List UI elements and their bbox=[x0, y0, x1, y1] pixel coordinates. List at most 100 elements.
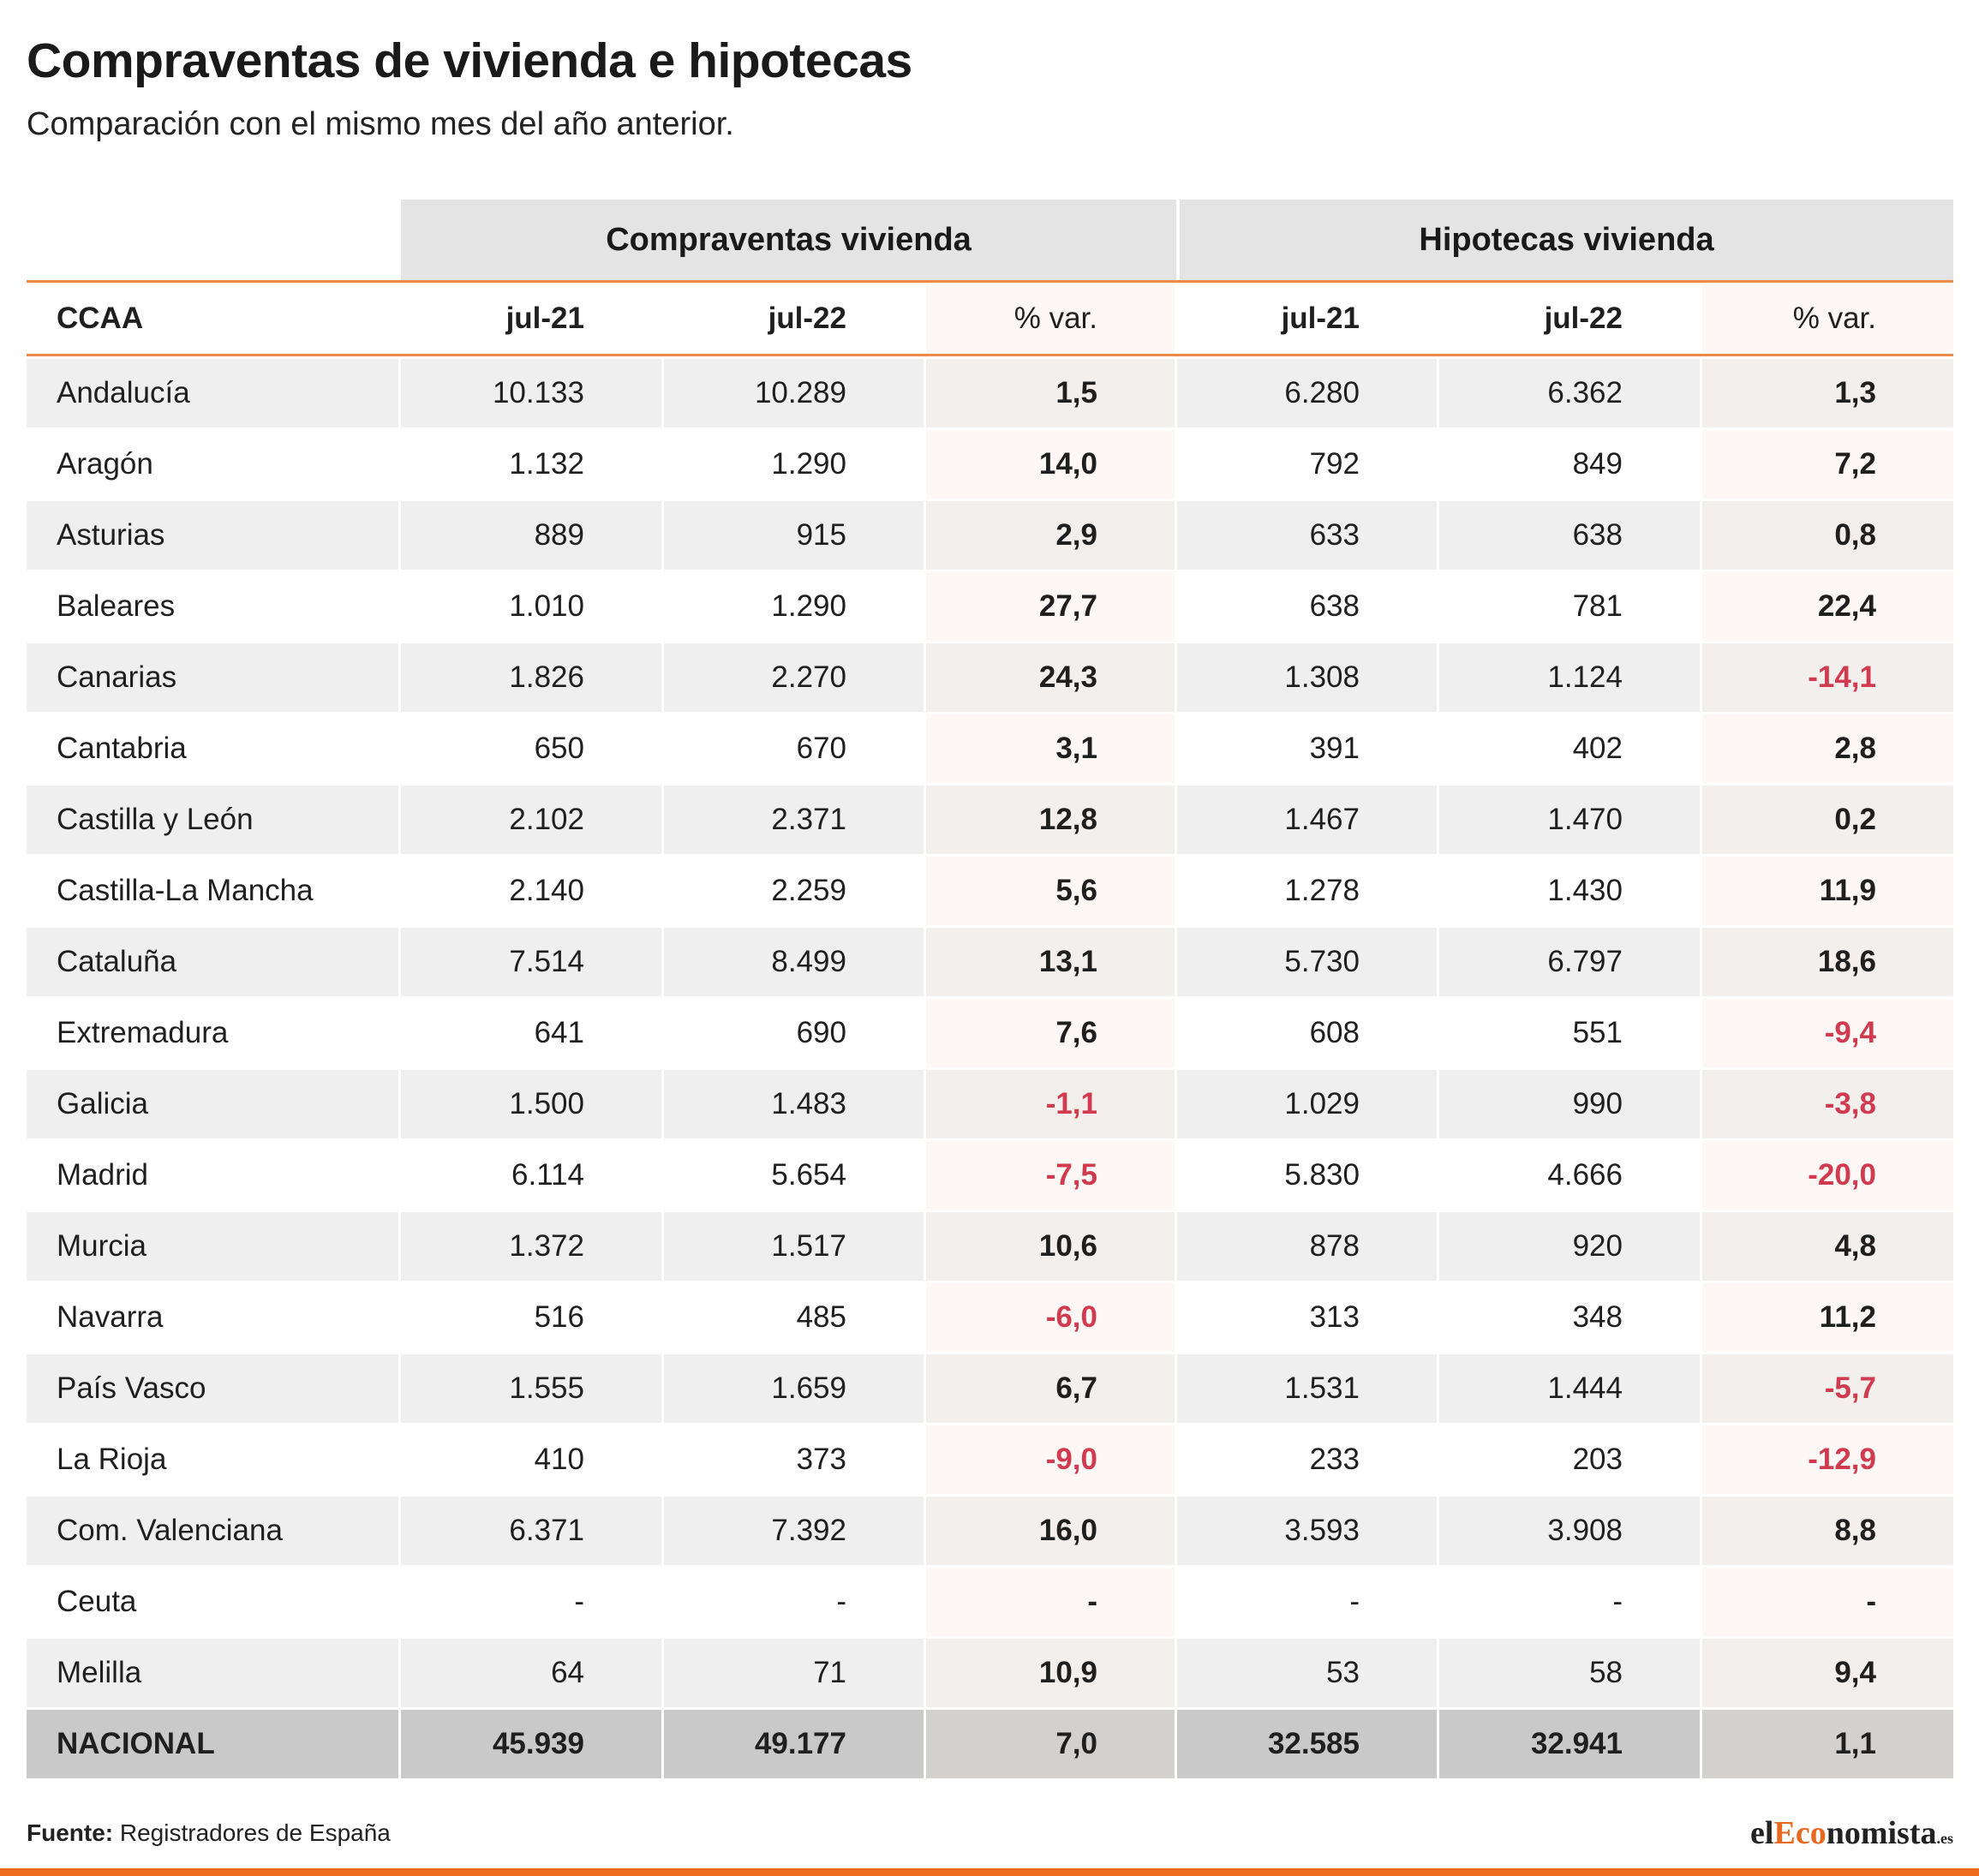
cell-h-var: 11,9 bbox=[1702, 857, 1953, 925]
cell-ccaa: Baleares bbox=[27, 572, 401, 641]
cell-c-jul22: 5.654 bbox=[664, 1141, 926, 1210]
cell-ccaa: Navarra bbox=[27, 1283, 401, 1352]
table-row: Melilla 64 71 10,9 53 58 9,4 bbox=[27, 1639, 1953, 1707]
table-row: País Vasco 1.555 1.659 6,7 1.531 1.444 -5,7 bbox=[27, 1354, 1953, 1423]
cell-h-jul21: 608 bbox=[1177, 999, 1439, 1067]
column-header-c-jul21: jul-21 bbox=[401, 283, 664, 354]
table-row: Cataluña 7.514 8.499 13,1 5.730 6.797 18,6 bbox=[27, 928, 1953, 996]
cell-c-var: 16,0 bbox=[926, 1497, 1177, 1565]
bottom-brand-bar bbox=[0, 1868, 1979, 1876]
table-row: Extremadura 641 690 7,6 608 551 -9,4 bbox=[27, 999, 1953, 1067]
cell-c-jul22: 1.483 bbox=[664, 1070, 926, 1138]
cell-c-jul21: 1.826 bbox=[401, 643, 664, 712]
cell-h-var: -14,1 bbox=[1702, 643, 1953, 712]
cell-h-jul21: 5.830 bbox=[1177, 1141, 1439, 1210]
cell-c-jul22: - bbox=[664, 1568, 926, 1636]
cell-h-jul21: 1.308 bbox=[1177, 643, 1439, 712]
cell-c-jul21: 10.133 bbox=[401, 359, 664, 427]
cell-c-jul21: 410 bbox=[401, 1425, 664, 1494]
cell-c-jul22: 1.517 bbox=[664, 1212, 926, 1281]
column-header-h-jul21: jul-21 bbox=[1177, 283, 1439, 354]
cell-c-var: -7,5 bbox=[926, 1141, 1177, 1210]
cell-c-jul21: 516 bbox=[401, 1283, 664, 1352]
cell-h-jul21: 878 bbox=[1177, 1212, 1439, 1281]
table-row: Ceuta - - - - - - bbox=[27, 1568, 1953, 1636]
cell-h-jul21: 638 bbox=[1177, 572, 1439, 641]
cell-c-jul21: 6.114 bbox=[401, 1141, 664, 1210]
cell-ccaa: Ceuta bbox=[27, 1568, 401, 1636]
cell-c-jul21: 2.140 bbox=[401, 857, 664, 925]
cell-h-jul22: 6.797 bbox=[1439, 928, 1702, 996]
cell-h-jul21: 391 bbox=[1177, 714, 1439, 783]
cell-c-jul22: 485 bbox=[664, 1283, 926, 1352]
cell-ccaa: Andalucía bbox=[27, 359, 401, 427]
table-row: Galicia 1.500 1.483 -1,1 1.029 990 -3,8 bbox=[27, 1070, 1953, 1138]
cell-c-var: 12,8 bbox=[926, 786, 1177, 854]
cell-h-jul22: 1.430 bbox=[1439, 857, 1702, 925]
cell-h-var: 22,4 bbox=[1702, 572, 1953, 641]
cell-ccaa: Cantabria bbox=[27, 714, 401, 783]
total-cell-ccaa: NACIONAL bbox=[27, 1710, 401, 1778]
cell-h-jul22: 402 bbox=[1439, 714, 1702, 783]
cell-c-jul21: - bbox=[401, 1568, 664, 1636]
cell-h-jul22: 1.124 bbox=[1439, 643, 1702, 712]
cell-c-jul22: 690 bbox=[664, 999, 926, 1067]
cell-h-var: 9,4 bbox=[1702, 1639, 1953, 1707]
cell-ccaa: La Rioja bbox=[27, 1425, 401, 1494]
cell-h-var: 11,2 bbox=[1702, 1283, 1953, 1352]
cell-c-var: 5,6 bbox=[926, 857, 1177, 925]
chart-subtitle: Comparación con el mismo mes del año ant… bbox=[27, 106, 734, 142]
table-row: Madrid 6.114 5.654 -7,5 5.830 4.666 -20,0 bbox=[27, 1141, 1953, 1210]
column-header-c-jul22: jul-22 bbox=[664, 283, 926, 354]
cell-c-var: 2,9 bbox=[926, 501, 1177, 570]
cell-h-jul21: - bbox=[1177, 1568, 1439, 1636]
cell-h-jul22: 3.908 bbox=[1439, 1497, 1702, 1565]
cell-ccaa: Com. Valenciana bbox=[27, 1497, 401, 1565]
cell-c-var: 7,6 bbox=[926, 999, 1177, 1067]
cell-h-jul21: 5.730 bbox=[1177, 928, 1439, 996]
cell-c-var: -1,1 bbox=[926, 1070, 1177, 1138]
table-row: Baleares 1.010 1.290 27,7 638 781 22,4 bbox=[27, 572, 1953, 641]
cell-h-jul22: 1.444 bbox=[1439, 1354, 1702, 1423]
table-row: Cantabria 650 670 3,1 391 402 2,8 bbox=[27, 714, 1953, 783]
cell-c-var: - bbox=[926, 1568, 1177, 1636]
cell-h-jul22: 348 bbox=[1439, 1283, 1702, 1352]
cell-ccaa: Melilla bbox=[27, 1639, 401, 1707]
cell-c-var: 10,6 bbox=[926, 1212, 1177, 1281]
cell-h-jul21: 1.029 bbox=[1177, 1070, 1439, 1138]
cell-c-var: -6,0 bbox=[926, 1283, 1177, 1352]
source-text: Registradores de España bbox=[113, 1819, 391, 1846]
cell-c-jul22: 71 bbox=[664, 1639, 926, 1707]
cell-h-jul22: 1.470 bbox=[1439, 786, 1702, 854]
table-row: Navarra 516 485 -6,0 313 348 11,2 bbox=[27, 1283, 1953, 1352]
cell-h-var: -3,8 bbox=[1702, 1070, 1953, 1138]
cell-c-var: 13,1 bbox=[926, 928, 1177, 996]
group-header-compraventas: Compraventas vivienda bbox=[401, 200, 1176, 280]
cell-h-jul21: 53 bbox=[1177, 1639, 1439, 1707]
cell-ccaa: Murcia bbox=[27, 1212, 401, 1281]
cell-c-var: 27,7 bbox=[926, 572, 1177, 641]
cell-c-jul22: 1.290 bbox=[664, 430, 926, 499]
cell-h-var: 2,8 bbox=[1702, 714, 1953, 783]
table-row: La Rioja 410 373 -9,0 233 203 -12,9 bbox=[27, 1425, 1953, 1494]
cell-h-var: -5,7 bbox=[1702, 1354, 1953, 1423]
cell-c-jul21: 6.371 bbox=[401, 1497, 664, 1565]
column-header-h-jul22: jul-22 bbox=[1439, 283, 1702, 354]
cell-c-jul22: 2.270 bbox=[664, 643, 926, 712]
total-cell-h-jul21: 32.585 bbox=[1177, 1710, 1439, 1778]
total-cell-h-var: 1,1 bbox=[1702, 1710, 1953, 1778]
cell-h-jul21: 3.593 bbox=[1177, 1497, 1439, 1565]
cell-c-jul21: 1.010 bbox=[401, 572, 664, 641]
table-row: Canarias 1.826 2.270 24,3 1.308 1.124 -14,1 bbox=[27, 643, 1953, 712]
cell-c-jul22: 373 bbox=[664, 1425, 926, 1494]
table-row: Andalucía 10.133 10.289 1,5 6.280 6.362 1,3 bbox=[27, 359, 1953, 427]
table-row: Castilla-La Mancha 2.140 2.259 5,6 1.278 1.43… bbox=[27, 857, 1953, 925]
cell-c-jul21: 1.555 bbox=[401, 1354, 664, 1423]
total-cell-c-var: 7,0 bbox=[926, 1710, 1177, 1778]
cell-c-jul22: 10.289 bbox=[664, 359, 926, 427]
cell-c-jul21: 650 bbox=[401, 714, 664, 783]
cell-h-jul22: 4.666 bbox=[1439, 1141, 1702, 1210]
data-table: Compraventas vivienda Hipotecas vivienda… bbox=[27, 200, 1953, 1781]
cell-h-var: -9,4 bbox=[1702, 999, 1953, 1067]
cell-ccaa: Aragón bbox=[27, 430, 401, 499]
